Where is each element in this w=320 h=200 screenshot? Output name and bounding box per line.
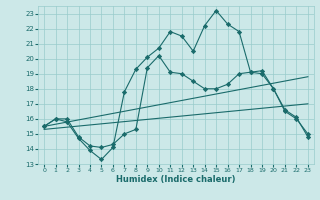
X-axis label: Humidex (Indice chaleur): Humidex (Indice chaleur): [116, 175, 236, 184]
